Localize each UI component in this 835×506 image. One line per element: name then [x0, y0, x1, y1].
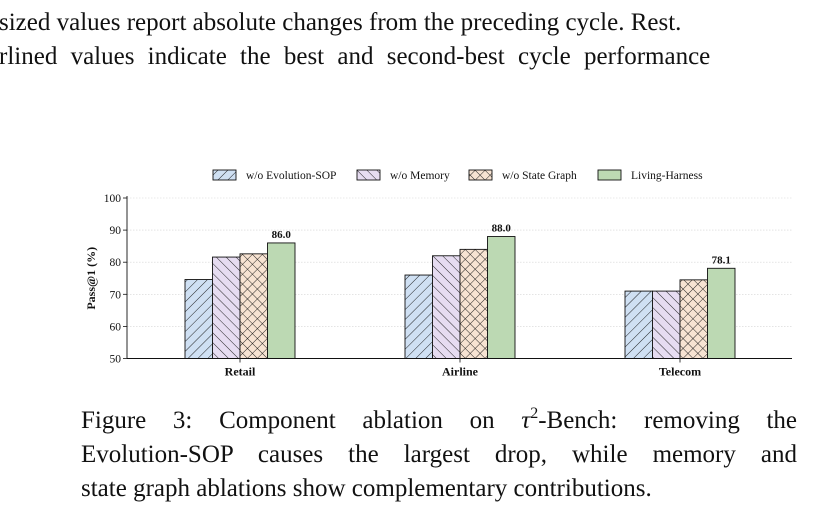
chart-bars: 86.0 88.0 78.1 [184, 223, 736, 359]
legend-label: Living-Harness [631, 170, 703, 182]
y-tick-label: 90 [110, 225, 122, 237]
legend-swatch-outline [356, 169, 381, 181]
bar-hatch [405, 275, 433, 359]
caption-line1-post: -Bench: removing the [538, 407, 798, 434]
legend-swatch-hatch [469, 170, 492, 180]
legend-swatch-outline [468, 169, 493, 181]
y-tick-label: 80 [110, 257, 122, 269]
legend-swatch-hatch [357, 170, 380, 180]
y-tick-label: 50 [110, 354, 122, 366]
bar-hatch [680, 279, 708, 359]
chart-axes: 50 60 70 80 90 100 Pass@1 (%) Retail Airline Tele… [84, 193, 792, 379]
x-tick-label: Telecom [659, 365, 701, 379]
caption-tau: τ [521, 407, 531, 434]
data-label: 88.0 [492, 223, 512, 235]
legend-label: w/o Evolution-SOP [246, 170, 336, 182]
legend-swatch-hatch [213, 170, 236, 180]
caption-line1-pre: Component ablation on [219, 407, 522, 434]
bar-hatch [185, 279, 213, 359]
bar-hatch [460, 249, 488, 359]
bar [487, 236, 515, 359]
body-text-line-2: rlined values indicate the best and seco… [0, 43, 711, 70]
bar-hatch [432, 255, 460, 359]
legend-swatch-outline [212, 169, 237, 181]
bar-hatch [240, 253, 268, 359]
bar [267, 242, 295, 359]
ablation-bar-chart: w/o Evolution-SOP w/o Memory w/o State Gra… [84, 169, 792, 379]
legend-label: w/o State Graph [502, 170, 577, 182]
bar [707, 268, 735, 359]
legend-swatch-outline [597, 169, 622, 181]
caption-figure-label: Figure 3: [81, 407, 193, 434]
caption-sup: 2 [530, 405, 539, 422]
chart-legend: w/o Evolution-SOP w/o Memory w/o State Gra… [212, 169, 703, 182]
y-axis-label: Pass@1 (%) [84, 247, 98, 310]
body-text-line-1: sized values report absolute changes fro… [0, 9, 682, 36]
data-label: 78.1 [712, 254, 731, 266]
x-tick-label: Airline [442, 365, 479, 379]
figure-caption: Figure 3: Component ablation on τ2-Bench… [81, 0, 798, 503]
caption-line-2: Evolution-SOP causes the largest drop, w… [81, 441, 797, 468]
caption-line-3: state graph ablations show complementary… [81, 475, 652, 502]
legend-label: w/o Memory [390, 170, 450, 182]
bar-hatch [212, 257, 240, 359]
y-tick-label: 70 [110, 289, 122, 301]
bar-hatch [652, 291, 680, 359]
x-tick-label: Retail [225, 365, 256, 379]
y-tick-label: 100 [104, 193, 122, 205]
data-label: 86.0 [272, 229, 292, 241]
bar-hatch [625, 291, 653, 359]
legend-swatch [598, 170, 621, 180]
y-tick-label: 60 [110, 321, 122, 333]
